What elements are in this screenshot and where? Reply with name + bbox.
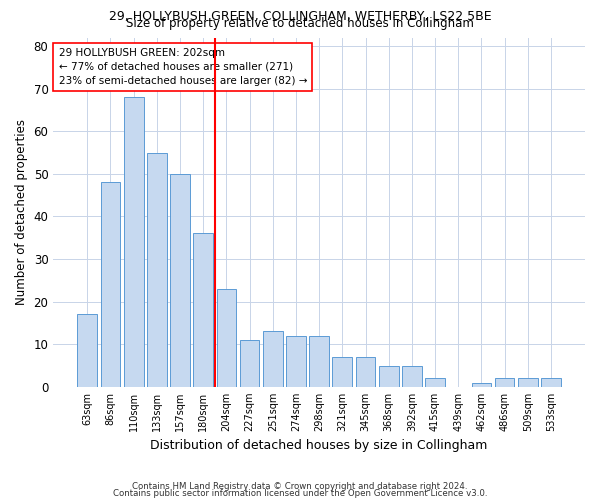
Bar bbox=[402, 366, 422, 387]
Bar bbox=[472, 382, 491, 387]
X-axis label: Distribution of detached houses by size in Collingham: Distribution of detached houses by size … bbox=[151, 440, 488, 452]
Bar bbox=[147, 152, 167, 387]
Bar bbox=[356, 357, 376, 387]
Bar bbox=[124, 97, 143, 387]
Bar bbox=[379, 366, 398, 387]
Bar bbox=[495, 378, 514, 387]
Bar bbox=[286, 336, 306, 387]
Bar bbox=[332, 357, 352, 387]
Bar bbox=[541, 378, 561, 387]
Y-axis label: Number of detached properties: Number of detached properties bbox=[15, 119, 28, 305]
Bar bbox=[77, 314, 97, 387]
Bar bbox=[263, 332, 283, 387]
Bar bbox=[170, 174, 190, 387]
Text: 29 HOLLYBUSH GREEN: 202sqm
← 77% of detached houses are smaller (271)
23% of sem: 29 HOLLYBUSH GREEN: 202sqm ← 77% of deta… bbox=[59, 48, 307, 86]
Text: Contains HM Land Registry data © Crown copyright and database right 2024.: Contains HM Land Registry data © Crown c… bbox=[132, 482, 468, 491]
Bar bbox=[240, 340, 259, 387]
Text: 29, HOLLYBUSH GREEN, COLLINGHAM, WETHERBY, LS22 5BE: 29, HOLLYBUSH GREEN, COLLINGHAM, WETHERB… bbox=[109, 10, 491, 23]
Bar bbox=[101, 182, 121, 387]
Bar bbox=[518, 378, 538, 387]
Bar bbox=[193, 234, 213, 387]
Bar bbox=[217, 289, 236, 387]
Text: Contains public sector information licensed under the Open Government Licence v3: Contains public sector information licen… bbox=[113, 490, 487, 498]
Bar bbox=[425, 378, 445, 387]
Text: Size of property relative to detached houses in Collingham: Size of property relative to detached ho… bbox=[126, 18, 474, 30]
Bar bbox=[309, 336, 329, 387]
